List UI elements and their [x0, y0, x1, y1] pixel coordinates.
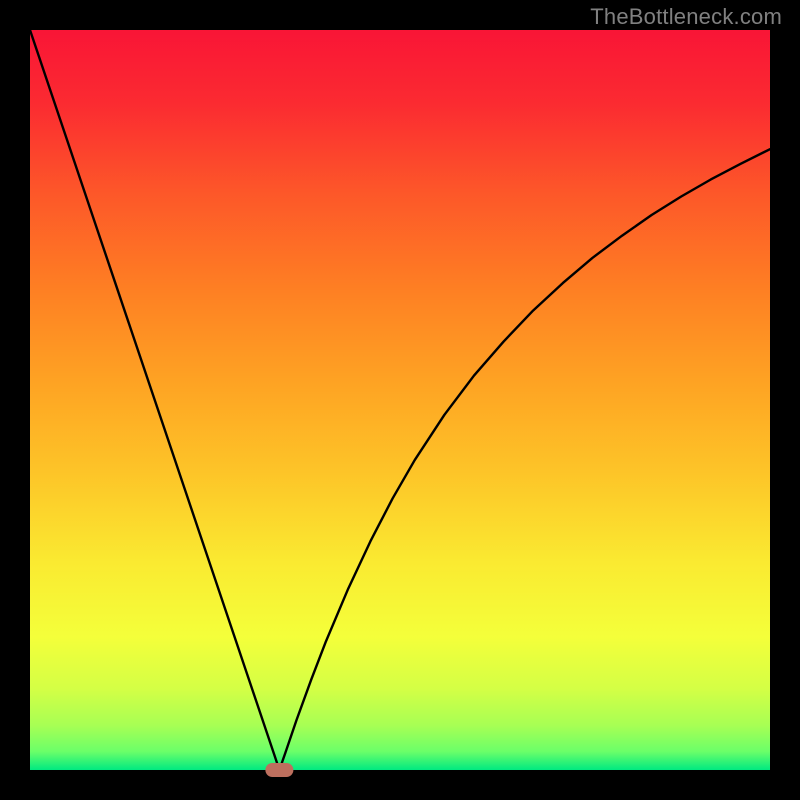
bottleneck-chart — [0, 0, 800, 800]
watermark-text: TheBottleneck.com — [590, 4, 782, 30]
chart-stage: TheBottleneck.com — [0, 0, 800, 800]
vertex-marker — [265, 763, 293, 777]
plot-area — [30, 30, 770, 770]
